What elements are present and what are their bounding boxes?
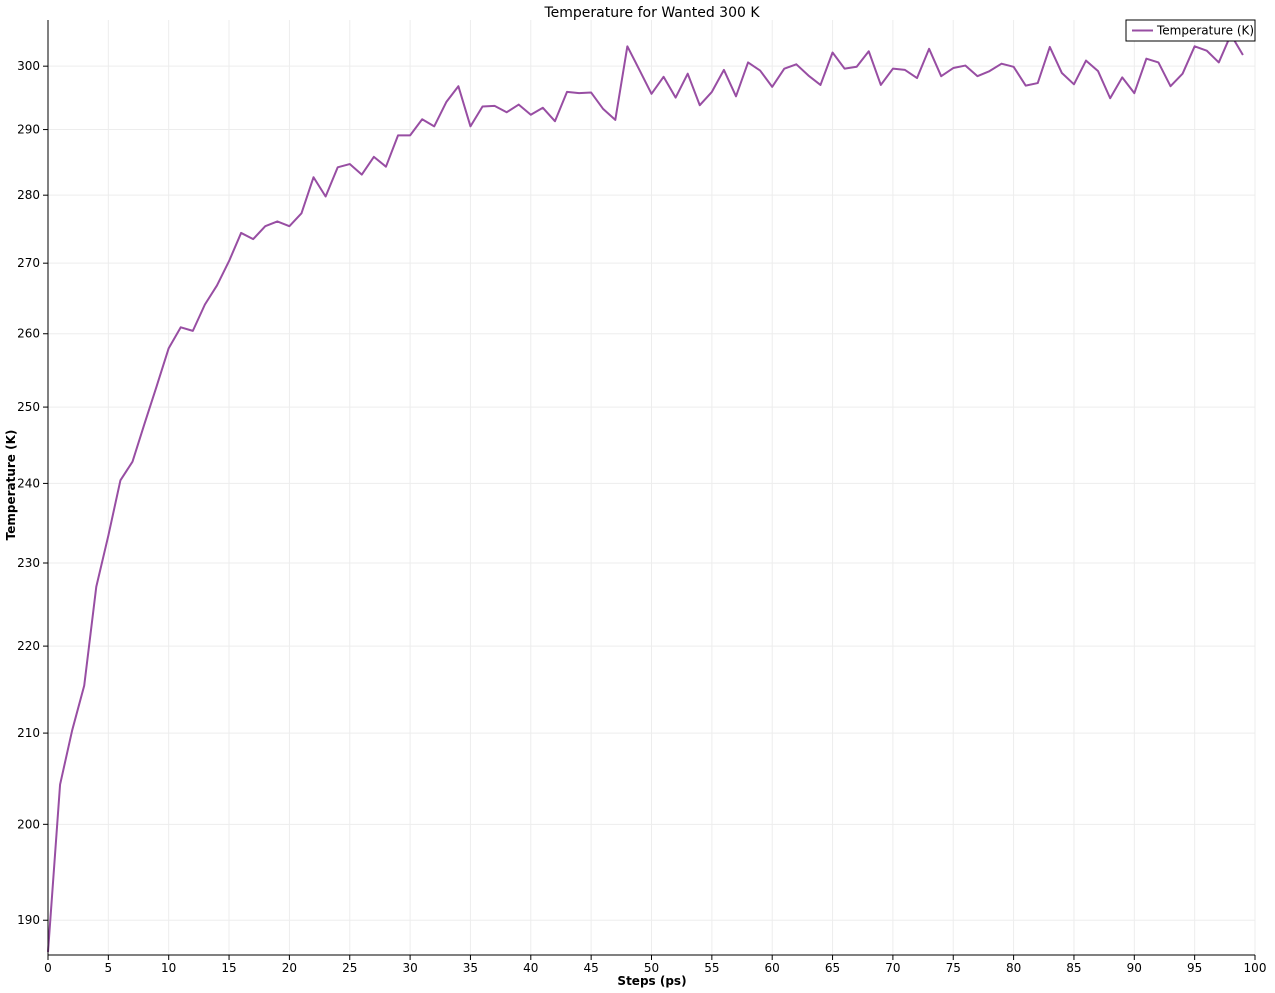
legend-label-temperature: Temperature (K) [1156, 24, 1254, 38]
x-tick-label: 30 [402, 961, 417, 975]
x-tick-label: 25 [342, 961, 357, 975]
x-tick-label: 35 [463, 961, 478, 975]
x-tick-label: 55 [704, 961, 719, 975]
y-tick-label: 220 [17, 639, 40, 653]
chart-title: Temperature for Wanted 300 K [543, 5, 760, 21]
y-tick-label: 200 [17, 817, 40, 831]
x-tick-label: 100 [1244, 961, 1267, 975]
x-tick-label: 95 [1187, 961, 1202, 975]
y-tick-label: 290 [17, 123, 40, 137]
x-tick-label: 85 [1066, 961, 1081, 975]
x-tick-label: 50 [644, 961, 659, 975]
y-axis-label: Temperature (K) [4, 430, 18, 541]
plot-area [47, 33, 1244, 953]
x-tick-label: 45 [584, 961, 599, 975]
x-tick-label: 40 [523, 961, 538, 975]
y-tick-label: 280 [17, 188, 40, 202]
x-tick-label: 0 [44, 961, 52, 975]
y-axis-ticks: 190 200 210 220 230 240 250 260 270 280 290 300 [17, 59, 48, 927]
y-tick-label: 250 [17, 400, 40, 414]
y-tick-label: 190 [17, 913, 40, 927]
x-tick-label: 70 [885, 961, 900, 975]
x-axis-label: Steps (ps) [617, 974, 686, 988]
y-tick-label: 270 [17, 256, 40, 270]
x-axis-ticks: 0 5 10 15 20 25 30 35 40 45 50 55 60 65 70 75 80 85 90 95 10… [44, 955, 1266, 975]
x-tick-label: 80 [1006, 961, 1021, 975]
x-tick-label: 10 [161, 961, 176, 975]
y-tick-label: 240 [17, 476, 40, 490]
x-tick-label: 5 [105, 961, 113, 975]
x-tick-label: 20 [282, 961, 297, 975]
legend: Temperature (K) [1125, 19, 1256, 42]
x-tick-label: 60 [765, 961, 780, 975]
series-line-temperature [47, 33, 1244, 953]
legend-box [1125, 19, 1256, 42]
x-tick-label: 90 [1127, 961, 1142, 975]
y-tick-label: 230 [17, 556, 40, 570]
grid-lines [47, 20, 1256, 955]
y-tick-label: 260 [17, 327, 40, 341]
x-tick-label: 15 [221, 961, 236, 975]
x-tick-label: 75 [946, 961, 961, 975]
y-tick-label: 210 [17, 726, 40, 740]
x-tick-label: 65 [825, 961, 840, 975]
y-tick-label: 300 [17, 59, 40, 73]
